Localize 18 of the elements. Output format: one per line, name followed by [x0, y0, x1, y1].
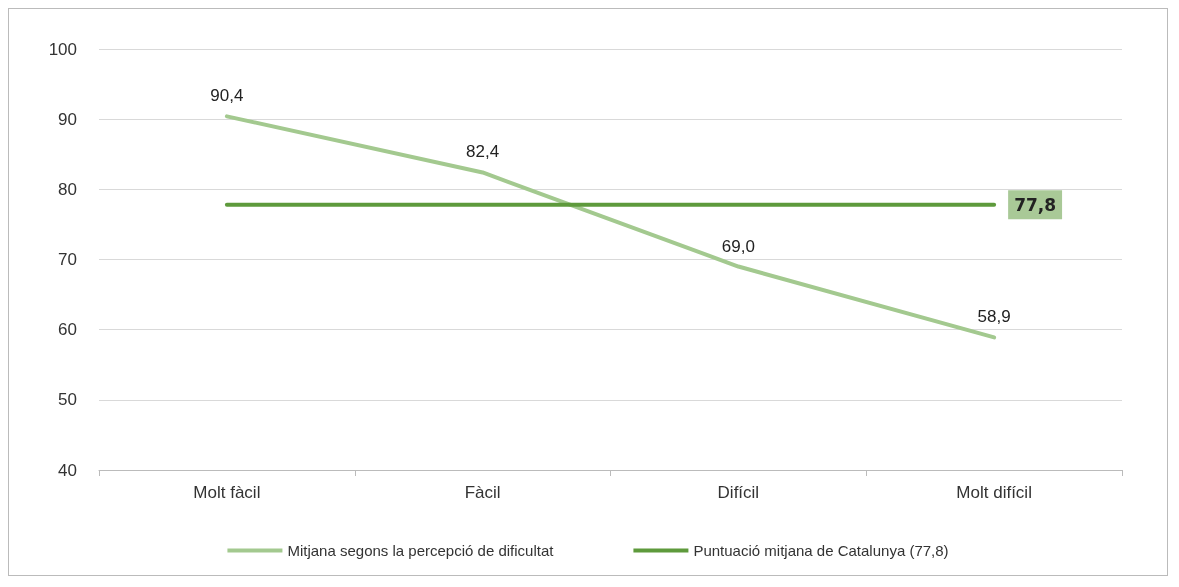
legend-label: Mitjana segons la percepció de dificultat — [287, 542, 555, 559]
y-tick-label: 100 — [48, 39, 77, 59]
x-tick-label: Difícil — [717, 483, 760, 502]
data-label: 58,9 — [977, 307, 1011, 327]
x-tick-label: Molt difícil — [956, 483, 1032, 502]
x-tick-label: Molt fàcil — [193, 483, 261, 502]
y-tick-label: 80 — [58, 179, 77, 199]
y-tick-label: 60 — [58, 320, 77, 340]
y-tick-label: 70 — [58, 250, 77, 269]
x-tick-label: Fàcil — [464, 483, 501, 502]
data-label: 77,8 — [1014, 194, 1057, 215]
y-tick-label: 50 — [58, 390, 77, 410]
data-label: 69,0 — [721, 236, 755, 256]
y-tick-label: 40 — [58, 460, 77, 480]
data-label: 82,4 — [466, 142, 500, 162]
legend-label: Puntuació mitjana de Catalunya (77,8) — [693, 542, 949, 559]
y-tick-label: 90 — [58, 109, 77, 129]
data-label: 90,4 — [210, 86, 244, 106]
